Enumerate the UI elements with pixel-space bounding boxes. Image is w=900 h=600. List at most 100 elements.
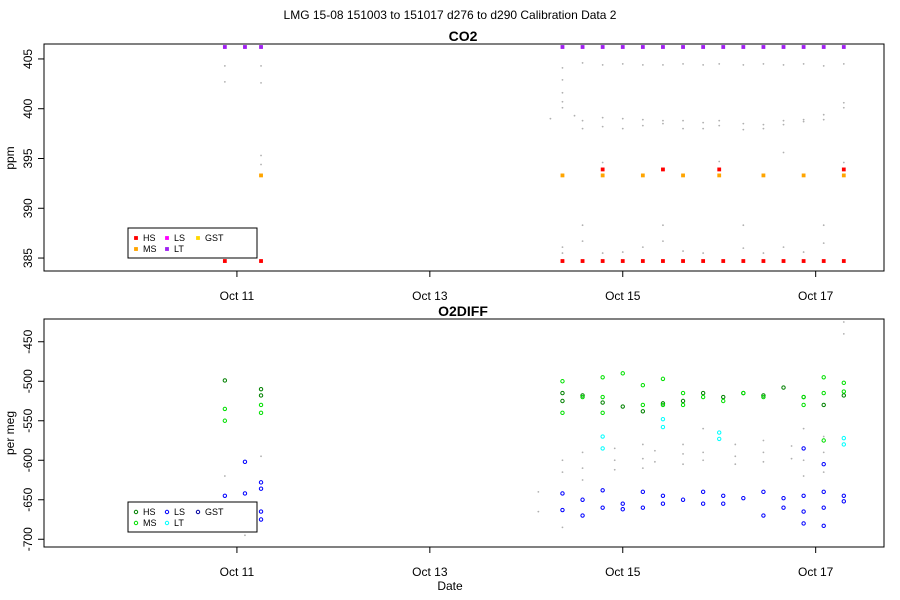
o2diff-point-ms	[600, 410, 605, 416]
co2-point-ambient	[842, 101, 845, 104]
co2-legend-label-gst: GST	[205, 233, 224, 243]
o2diff-point-lt	[841, 442, 847, 447]
o2diff-point-ls	[721, 501, 726, 506]
o2diff-point-ls	[600, 505, 605, 510]
o2diff-point-ambient	[802, 475, 805, 477]
o2diff-y-tick-label: -450	[21, 329, 35, 353]
co2-point-ambient	[718, 119, 721, 122]
o2diff-point-ms	[841, 389, 847, 394]
co2-y-tick-label: 405	[21, 49, 35, 69]
o2diff-point-hs	[660, 401, 666, 406]
o2diff-legend-label-ms: MS	[143, 518, 157, 528]
figure-title: LMG 15-08 151003 to 151017 d276 to d290 …	[284, 8, 617, 22]
o2diff-point-ambient	[762, 451, 765, 454]
co2-point-hs	[661, 259, 665, 263]
o2diff-point-ls	[801, 509, 806, 514]
co2-y-axis-label: ppm	[3, 146, 17, 169]
o2diff-point-ls	[640, 489, 646, 495]
o2diff-point-ambient	[561, 471, 564, 474]
o2diff-legend-label-hs: HS	[143, 507, 156, 517]
o2diff-point-ms	[660, 402, 666, 408]
co2-legend-swatch-hs	[134, 236, 138, 240]
co2-point-ambient	[223, 80, 226, 83]
co2-point-ambient	[621, 63, 624, 65]
o2diff-point-ls	[761, 489, 766, 495]
co2-point-hs	[781, 259, 786, 263]
o2diff-point-ls	[821, 462, 826, 467]
o2diff-point-ambient	[561, 526, 564, 529]
co2-legend-swatch-gst	[196, 236, 200, 240]
o2diff-point-hs	[700, 390, 706, 396]
o2diff-point-ms	[801, 402, 806, 408]
co2-point-ambient	[802, 118, 805, 121]
o2diff-point-lt	[717, 436, 722, 442]
co2-point-hs	[560, 259, 565, 263]
co2-point-ms	[259, 173, 263, 178]
co2-panel: CO2 ppm Oct 11 Oct 13 Oct 15 Oct 17 385 390 39…	[3, 28, 885, 303]
o2diff-point-ls	[781, 495, 786, 501]
o2diff-point-ls	[640, 505, 646, 510]
o2diff-point-ambient	[581, 451, 584, 454]
o2diff-point-hs	[640, 409, 646, 414]
o2diff-point-hs	[560, 390, 565, 396]
co2-point-lt	[580, 45, 585, 49]
co2-legend-label-ms: MS	[143, 244, 157, 254]
o2diff-point-ms	[600, 394, 605, 400]
co2-point-ambient	[702, 64, 705, 66]
o2diff-legend-swatch-gst	[195, 509, 201, 515]
o2diff-point-ambient	[734, 455, 737, 458]
co2-point-lt	[600, 45, 605, 49]
o2diff-point-ms	[258, 402, 264, 408]
co2-point-hs	[222, 259, 227, 263]
o2diff-point-ms	[821, 438, 826, 443]
o2diff-point-ambient	[802, 459, 805, 462]
co2-legend-swatch-ms	[134, 247, 138, 251]
co2-panel-title: CO2	[449, 28, 478, 44]
co2-point-lt	[721, 45, 726, 49]
o2diff-y-tick-label: -700	[21, 527, 35, 551]
co2-point-ambient	[260, 154, 262, 157]
o2diff-legend-swatch-lt	[164, 520, 170, 526]
o2diff-legend-swatch-hs	[133, 509, 139, 515]
o2diff-point-ls	[700, 501, 706, 506]
co2-point-ambient	[802, 63, 805, 65]
co2-point-ambient	[718, 63, 721, 65]
co2-point-ambient	[782, 123, 785, 126]
o2diff-point-ms	[222, 406, 228, 412]
o2diff-point-ms	[700, 394, 706, 400]
o2diff-point-ambient	[682, 443, 684, 446]
o2diff-point-ambient	[581, 467, 584, 470]
o2diff-point-ms	[721, 398, 726, 404]
co2-point-hs	[821, 259, 826, 263]
co2-point-ambient	[742, 122, 745, 125]
co2-point-hs	[620, 259, 625, 263]
co2-point-ambient	[561, 246, 564, 248]
o2diff-point-ls	[258, 509, 264, 514]
o2diff-point-ls	[821, 523, 826, 529]
o2diff-panel: O2DIFF per meg Oct 11 Oct 13 Oct 15 Oct 17 -…	[3, 303, 885, 579]
co2-y-tick-label: 400	[21, 98, 35, 118]
o2diff-point-ambient	[822, 471, 825, 474]
o2diff-point-lt	[660, 416, 666, 422]
co2-point-ambient	[621, 251, 624, 253]
o2diff-point-ms	[741, 390, 746, 396]
co2-point-ambient	[762, 63, 765, 65]
o2diff-point-ambient	[223, 475, 226, 477]
co2-point-ambient	[662, 122, 664, 125]
co2-point-ambient	[742, 224, 745, 227]
o2diff-point-ambient	[537, 510, 540, 513]
o2diff-point-ms	[600, 375, 605, 380]
co2-point-ambient	[742, 247, 745, 249]
o2diff-point-ms	[660, 376, 666, 382]
o2diff-point-ambient	[537, 490, 540, 493]
co2-point-ms	[841, 173, 846, 178]
o2diff-point-lt	[841, 435, 847, 441]
co2-point-ambient	[842, 106, 845, 109]
co2-point-hs	[600, 259, 605, 263]
o2diff-point-ms	[560, 379, 565, 384]
co2-point-lt	[661, 45, 665, 49]
o2diff-point-ls	[700, 489, 706, 495]
o2diff-point-ms	[640, 383, 646, 388]
o2diff-point-ambient	[842, 332, 845, 335]
